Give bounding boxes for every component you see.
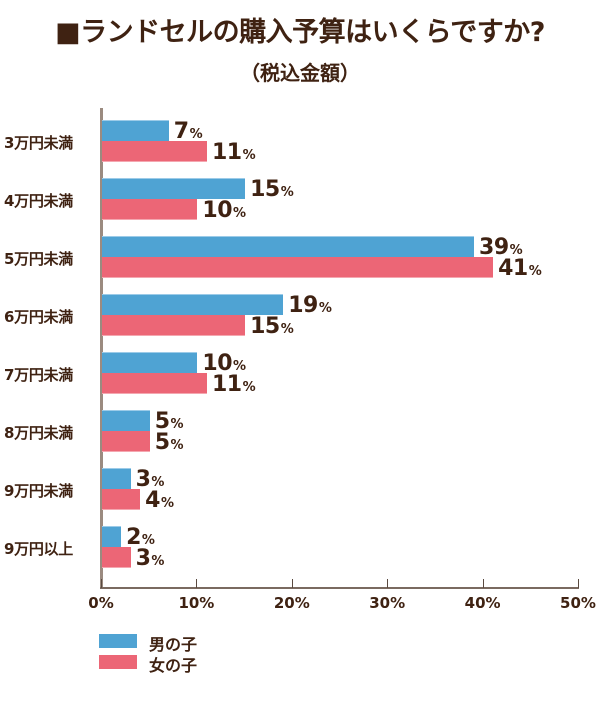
value-number: 41: [498, 256, 528, 281]
value-label-boys: 3%: [136, 469, 165, 491]
bar-boys: [102, 178, 246, 199]
value-label-girls: 11%: [212, 374, 256, 396]
category-label: 4万円未満: [4, 192, 73, 210]
percent-sign: %: [242, 148, 256, 163]
value-label-girls: 5%: [155, 432, 184, 454]
x-tick-label: 10%: [178, 594, 215, 612]
bar-girls: [102, 373, 207, 394]
value-number: 3: [135, 467, 151, 492]
bar-girls: [102, 315, 246, 336]
category-label: 6万円未満: [4, 308, 73, 326]
category-label: 9万円以上: [4, 540, 73, 558]
x-tick: [291, 579, 293, 588]
bar-boys: [102, 236, 475, 257]
value-number: 2: [126, 525, 141, 550]
value-number: 39: [479, 235, 509, 260]
percent-sign: %: [141, 533, 155, 548]
value-number: 10: [202, 198, 233, 223]
bar-boys: [102, 352, 198, 373]
chart-subtitle: （税込金額）: [240, 61, 360, 85]
y-axis-line: [100, 108, 103, 589]
x-tick: [482, 579, 484, 588]
x-axis-line: [100, 587, 579, 589]
value-number: 15: [250, 177, 280, 202]
value-label-boys: 7%: [174, 121, 203, 143]
value-label-boys: 19%: [288, 295, 332, 317]
percent-sign: %: [151, 554, 165, 569]
percent-sign: %: [280, 185, 294, 200]
value-label-girls: 3%: [136, 548, 165, 570]
value-number: 7: [173, 119, 189, 144]
value-number: 5: [154, 430, 170, 455]
x-tick-label: 20%: [273, 594, 310, 612]
percent-sign: %: [528, 264, 542, 279]
category-label: 8万円未満: [4, 424, 73, 442]
value-label-boys: 39%: [479, 237, 523, 259]
legend-label-girls: 女の子: [149, 656, 198, 675]
value-label-girls: 4%: [145, 490, 174, 512]
x-tick: [196, 579, 198, 588]
percent-sign: %: [189, 127, 203, 142]
percent-sign: %: [170, 438, 184, 453]
value-label-boys: 2%: [126, 527, 155, 549]
bar-girls: [102, 547, 131, 568]
value-number: 15: [250, 314, 280, 339]
value-number: 10: [202, 351, 233, 376]
x-tick-label: 30%: [369, 594, 406, 612]
bar-boys: [102, 294, 284, 315]
percent-sign: %: [151, 475, 165, 490]
value-label-girls: 10%: [202, 200, 246, 222]
percent-sign: %: [233, 206, 247, 221]
value-number: 11: [211, 140, 242, 165]
bar-girls: [102, 199, 198, 220]
bar-girls: [102, 141, 207, 162]
bar-girls: [102, 257, 494, 278]
percent-sign: %: [280, 322, 294, 337]
percent-sign: %: [242, 380, 256, 395]
percent-sign: %: [318, 301, 332, 316]
value-label-boys: 10%: [202, 353, 246, 375]
value-number: 3: [135, 546, 151, 571]
percent-sign: %: [233, 359, 247, 374]
bar-boys: [102, 410, 150, 431]
category-label: 3万円未満: [4, 134, 73, 152]
x-tick: [578, 579, 579, 588]
value-number: 4: [145, 488, 160, 513]
value-label-boys: 5%: [155, 411, 184, 433]
bar-girls: [102, 489, 141, 510]
bar-girls: [102, 431, 150, 452]
value-number: 11: [211, 372, 242, 397]
category-label: 9万円未満: [4, 482, 73, 500]
x-tick-label: 50%: [560, 594, 596, 612]
x-tick: [387, 579, 389, 588]
legend-swatch-boys: [99, 634, 137, 648]
percent-sign: %: [509, 243, 523, 258]
chart-title: ■ランドセルの購入予算はいくらですか?: [55, 17, 545, 48]
x-tick: [101, 579, 102, 588]
category-label: 5万円未満: [4, 250, 73, 268]
value-label-boys: 15%: [250, 179, 294, 201]
value-number: 5: [154, 409, 170, 434]
value-label-girls: 15%: [250, 316, 294, 338]
value-label-girls: 41%: [498, 258, 542, 280]
percent-sign: %: [160, 496, 174, 511]
percent-sign: %: [170, 417, 184, 432]
category-label: 7万円未満: [4, 366, 73, 384]
bar-boys: [102, 468, 131, 489]
value-number: 19: [288, 293, 318, 318]
x-tick-label: 0%: [88, 594, 114, 612]
legend-label-boys: 男の子: [149, 635, 198, 654]
bar-boys: [102, 526, 122, 547]
x-tick-label: 40%: [464, 594, 501, 612]
value-label-girls: 11%: [212, 142, 256, 164]
bar-boys: [102, 120, 169, 141]
legend-swatch-girls: [99, 655, 137, 669]
